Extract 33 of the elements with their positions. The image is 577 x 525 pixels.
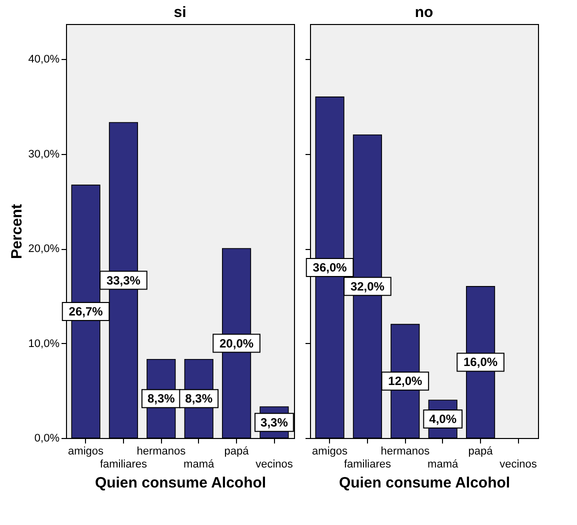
y-tick-label: 0,0% bbox=[34, 432, 60, 444]
x-tick-label: mamá bbox=[184, 458, 216, 470]
x-tick-label: familiares bbox=[100, 458, 148, 470]
data-label: 3,3% bbox=[260, 415, 288, 430]
data-label: 8,3% bbox=[185, 392, 213, 406]
data-label: 32,0% bbox=[350, 279, 385, 294]
data-label: 8,3% bbox=[147, 392, 176, 406]
x-tick-label: hermanos bbox=[380, 446, 430, 458]
data-label: 16,0% bbox=[464, 355, 498, 370]
data-label: 4,0% bbox=[429, 412, 457, 426]
data-label: 12,0% bbox=[388, 374, 422, 388]
x-tick-label: familiares bbox=[344, 458, 392, 470]
y-tick-label: 10,0% bbox=[28, 338, 60, 350]
data-label: 20,0% bbox=[220, 336, 254, 350]
x-tick-label: hermanos bbox=[136, 446, 186, 458]
x-tick-label: amigos bbox=[312, 446, 348, 458]
data-label: 26,7% bbox=[68, 304, 104, 319]
chart-title: no bbox=[414, 4, 434, 21]
data-label: 36,0% bbox=[312, 260, 348, 274]
x-tick-label: mamá bbox=[428, 458, 460, 470]
x-tick-label: amigos bbox=[68, 446, 104, 458]
x-tick-label: vecinos bbox=[500, 458, 538, 470]
x-tick-label: vecinos bbox=[256, 458, 294, 470]
chart-title: si bbox=[174, 4, 186, 21]
y-tick-label: 40,0% bbox=[28, 54, 60, 66]
y-tick-label: 20,0% bbox=[28, 243, 60, 256]
x-tick-label: papá bbox=[224, 446, 250, 458]
x-tick-label: papá bbox=[468, 446, 494, 458]
data-label: 33,3% bbox=[106, 273, 141, 288]
x-axis-title: Quien consume Alcohol bbox=[94, 474, 266, 492]
y-tick-label: 30,0% bbox=[28, 148, 60, 160]
x-axis-title: Quien consume Alcohol bbox=[338, 474, 510, 492]
y-axis-title: Percent bbox=[8, 204, 26, 260]
